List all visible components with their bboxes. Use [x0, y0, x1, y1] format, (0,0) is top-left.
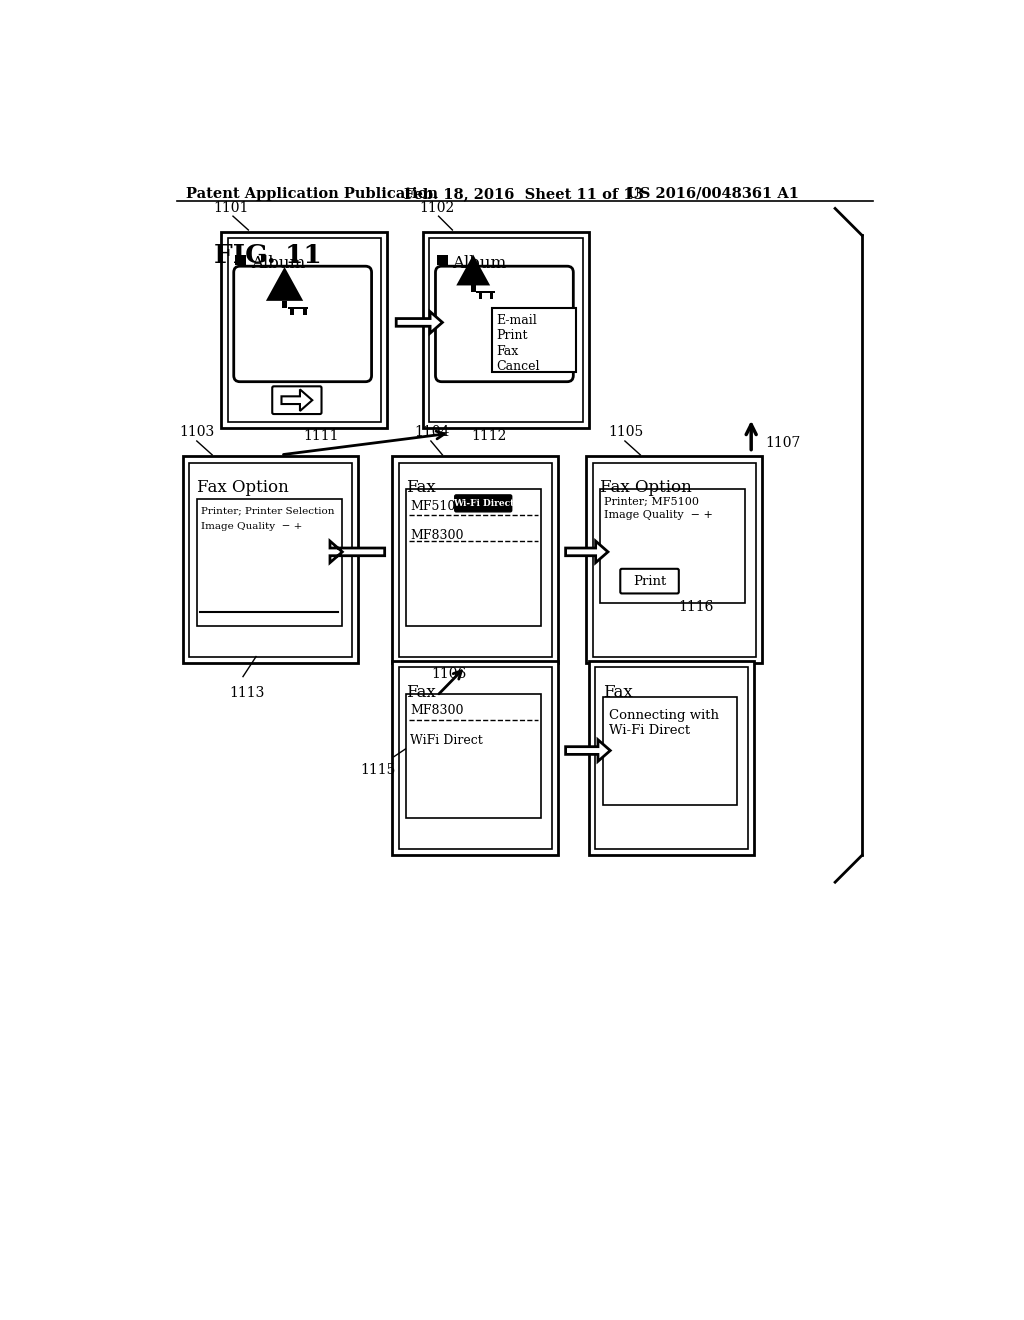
Text: Patent Application Publication: Patent Application Publication: [186, 187, 438, 201]
Bar: [197, 499, 342, 626]
FancyBboxPatch shape: [621, 569, 679, 594]
Text: FIG. 11: FIG. 11: [214, 243, 322, 268]
Text: Fax: Fax: [407, 684, 436, 701]
Polygon shape: [478, 293, 481, 298]
Text: Fax: Fax: [407, 479, 436, 496]
Bar: [407, 693, 541, 818]
Text: 1115: 1115: [360, 763, 395, 777]
Text: 1103: 1103: [179, 425, 214, 440]
Text: Album: Album: [251, 255, 305, 272]
Bar: [429, 238, 583, 422]
Text: Print: Print: [633, 574, 667, 587]
Polygon shape: [266, 267, 303, 301]
Text: 1102: 1102: [419, 201, 455, 215]
Text: Fax: Fax: [497, 345, 518, 358]
Text: WiFi Direct: WiFi Direct: [410, 734, 483, 747]
Bar: [398, 668, 552, 849]
Polygon shape: [282, 301, 287, 308]
Bar: [227, 238, 381, 422]
Text: Print: Print: [497, 330, 527, 342]
Bar: [236, 255, 246, 265]
Text: Fax: Fax: [602, 684, 632, 701]
Bar: [189, 462, 352, 656]
Text: E-mail: E-mail: [497, 314, 537, 327]
Polygon shape: [291, 309, 294, 315]
FancyBboxPatch shape: [435, 267, 573, 381]
FancyBboxPatch shape: [233, 267, 372, 381]
Bar: [423, 231, 589, 428]
Text: Fax Option: Fax Option: [600, 479, 692, 496]
FancyBboxPatch shape: [455, 495, 512, 512]
Bar: [398, 462, 552, 656]
Text: 1105: 1105: [608, 425, 643, 440]
Text: Wi-Fi Direct: Wi-Fi Direct: [608, 725, 690, 738]
Text: Connecting with: Connecting with: [608, 709, 719, 722]
Polygon shape: [476, 290, 495, 293]
Bar: [602, 697, 737, 805]
Text: Cancel: Cancel: [497, 360, 540, 374]
Text: Feb. 18, 2016  Sheet 11 of 13: Feb. 18, 2016 Sheet 11 of 13: [403, 187, 644, 201]
Bar: [183, 457, 358, 663]
Polygon shape: [303, 309, 306, 315]
Text: Album: Album: [453, 255, 507, 272]
Text: Printer; MF5100: Printer; MF5100: [604, 496, 699, 507]
Text: 1111: 1111: [303, 429, 339, 444]
Polygon shape: [282, 389, 312, 411]
Bar: [392, 457, 558, 663]
Text: 1113: 1113: [229, 686, 264, 700]
Text: 1116: 1116: [679, 599, 714, 614]
Text: 1106: 1106: [431, 667, 466, 681]
FancyBboxPatch shape: [272, 387, 322, 414]
Text: 1104: 1104: [414, 425, 450, 440]
Text: MF8300: MF8300: [410, 529, 464, 541]
Text: Printer; Printer Selection: Printer; Printer Selection: [201, 507, 334, 515]
Text: Image Quality  − +: Image Quality − +: [604, 511, 713, 520]
Bar: [437, 255, 447, 265]
Text: Wi-Fi Direct: Wi-Fi Direct: [453, 499, 514, 508]
Bar: [493, 308, 575, 372]
Bar: [392, 661, 558, 855]
Bar: [587, 457, 762, 663]
Bar: [407, 488, 541, 626]
Bar: [600, 488, 745, 603]
Polygon shape: [490, 293, 494, 298]
Text: 1101: 1101: [214, 201, 249, 215]
Bar: [595, 668, 749, 849]
Text: 1112: 1112: [471, 429, 506, 444]
Polygon shape: [288, 306, 308, 309]
Polygon shape: [565, 739, 610, 762]
Bar: [593, 462, 756, 656]
Text: MF5100: MF5100: [410, 499, 464, 512]
Text: Image Quality  − +: Image Quality − +: [201, 521, 302, 531]
Polygon shape: [565, 541, 608, 562]
Polygon shape: [457, 255, 490, 285]
Bar: [589, 661, 755, 855]
Text: US 2016/0048361 A1: US 2016/0048361 A1: [628, 187, 799, 201]
Text: Fax Option: Fax Option: [197, 479, 289, 496]
Text: MF8300: MF8300: [410, 705, 464, 717]
Bar: [221, 231, 387, 428]
Polygon shape: [330, 541, 385, 562]
Polygon shape: [471, 285, 475, 292]
Text: 1107: 1107: [765, 436, 801, 450]
Polygon shape: [396, 312, 442, 333]
